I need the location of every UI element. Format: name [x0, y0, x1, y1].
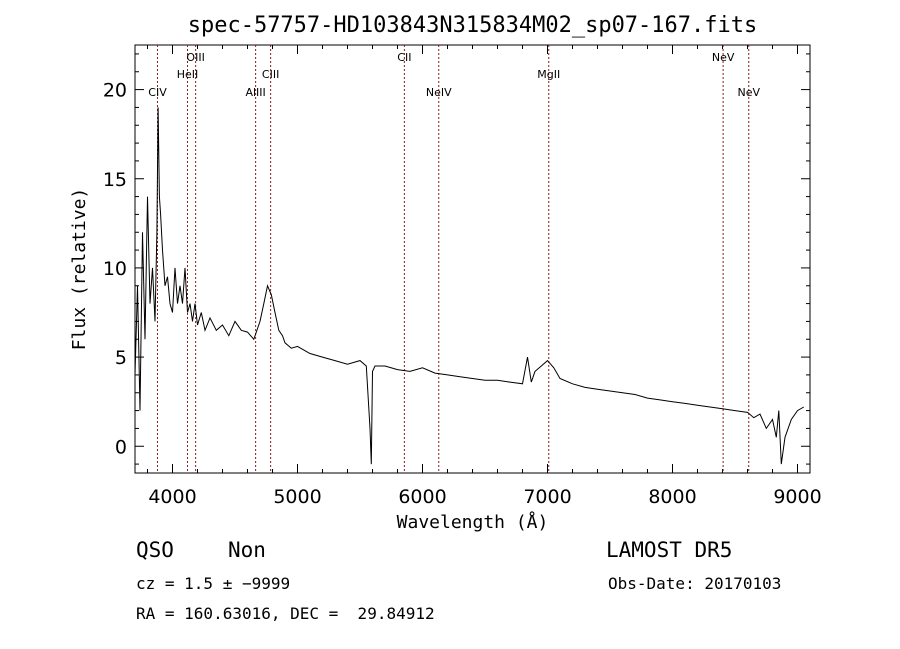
object-subclass: Non [228, 538, 266, 562]
x-tick-label: 7000 [523, 486, 571, 508]
emission-line-label: OIII [186, 51, 204, 64]
coordinates: RA = 160.63016, DEC = 29.84912 [136, 604, 435, 623]
emission-line-label: AlIII [245, 86, 265, 99]
x-tick-label: 9000 [773, 486, 821, 508]
y-tick-label: 0 [115, 436, 127, 458]
emission-line-label: NeV [712, 51, 735, 64]
axis-ticks: 4000 5000 6000 7000 8000 9000 0 5 10 15 20 [103, 45, 822, 508]
object-class: QSO [136, 538, 174, 562]
spectrum-series [134, 107, 805, 465]
emission-line-label: MgII [537, 68, 560, 81]
emission-line-markers: CIV HeII OIII AlIII CIII CII NeIV MgII NeV NeV [148, 45, 760, 473]
y-axis-label: Flux (relative) [69, 188, 90, 351]
x-tick-label: 5000 [273, 486, 321, 508]
x-axis-label: Wavelength (Å) [397, 511, 549, 533]
redshift-text: cz = 1.5 ± −9999 [136, 574, 291, 593]
y-tick-label: 20 [103, 80, 127, 102]
x-tick-label: 4000 [148, 486, 196, 508]
y-tick-label: 5 [115, 347, 127, 369]
y-tick-label: 15 [103, 169, 127, 191]
y-tick-label: 10 [103, 258, 127, 280]
x-tick-label: 6000 [398, 486, 446, 508]
survey-name: LAMOST DR5 [606, 538, 733, 562]
plot-frame [134, 44, 811, 474]
emission-line-label: CIV [148, 86, 167, 99]
x-tick-label: 8000 [648, 486, 696, 508]
emission-line-label: NeIV [426, 86, 452, 99]
emission-line-label: HeII [177, 68, 199, 81]
emission-line-label: NeV [737, 86, 760, 99]
emission-line-label: CIII [262, 68, 279, 81]
emission-line-label: CII [397, 51, 411, 64]
chart-title: spec-57757-HD103843N315834M02_sp07-167.f… [188, 13, 758, 38]
obs-date: Obs-Date: 20170103 [608, 574, 782, 593]
